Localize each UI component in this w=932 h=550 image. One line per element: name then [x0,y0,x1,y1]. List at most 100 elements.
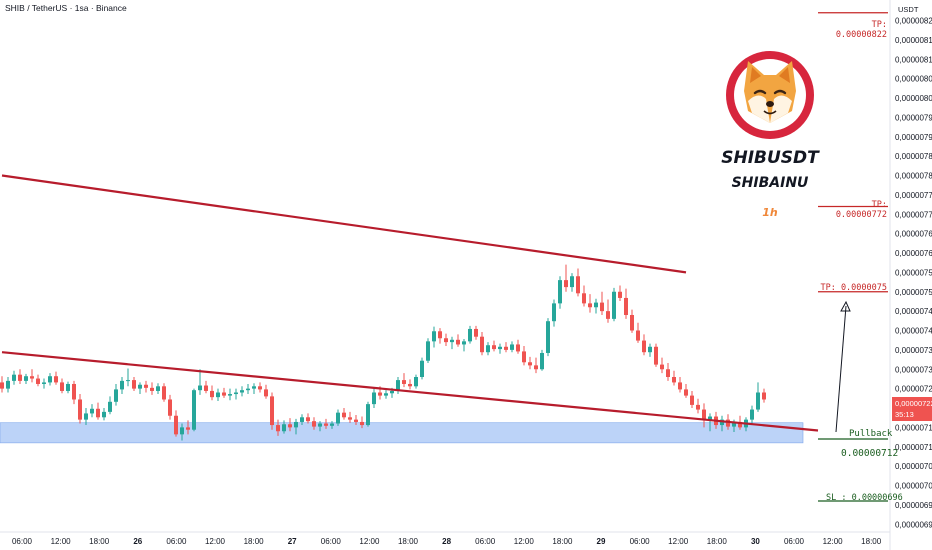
candle-up [330,423,334,426]
candle-up [84,413,88,420]
price-tick-label: 0,00000715 [895,423,932,432]
candle-up [468,328,472,342]
candle-down [630,315,634,331]
price-tick-label: 0,00000815 [895,36,932,45]
demand-zone [0,422,804,444]
candle-down [738,421,742,428]
time-tick-label: 12:00 [823,537,844,546]
candle-down [204,385,208,391]
candle-down [726,419,730,427]
demand-zone-layer [0,422,804,444]
candle-up [732,421,736,427]
candle-up [420,360,424,377]
candle-up [540,352,544,370]
price-tick-label: 0,00000735 [895,346,932,355]
candle-down [186,427,190,430]
candle-down [600,302,604,312]
candle-down [342,412,346,418]
candle-down [534,365,538,370]
candle-down [36,378,40,384]
time-tick-label: 18:00 [552,537,573,546]
pullback-label: Pullback [849,429,893,439]
candle-down [78,399,82,420]
projection-arrow [835,300,851,433]
trendlines-layer [1,174,819,432]
tp2-label: TP: 0.00000772 [835,200,887,220]
candle-down [582,293,586,304]
candle-down [168,399,172,416]
time-tick-label: 06:00 [166,537,187,546]
price-tick-label: 0,00000745 [895,307,932,316]
candle-up [594,302,598,308]
pullback-price-label: 0.00000712 [841,448,899,459]
candle-up [756,392,760,410]
time-tick-label: 12:00 [668,537,689,546]
time-tick-label: 12:00 [359,537,380,546]
candle-up [390,390,394,394]
price-tick-label: 0,00000705 [895,462,932,471]
candle-up [462,341,466,345]
candle-down [588,303,592,308]
candle-down [132,380,136,389]
candle-up [102,411,106,418]
candle-down [576,276,580,294]
candle-up [510,344,514,350]
candle-down [402,380,406,384]
current-price-badge: 0,00000722 35:13 [892,397,932,421]
candle-down [624,297,628,315]
candle-down [438,331,442,339]
candle-down [690,395,694,405]
timeframe-label: 1h [762,206,778,219]
candle-up [558,280,562,304]
candle-down [324,423,328,426]
candle-up [90,408,94,414]
candle-down [678,382,682,390]
time-tick-label: 06:00 [784,537,805,546]
candle-up [708,416,712,421]
tp1-label: TP: 0.0000075 [820,283,887,293]
time-tick-label: 12:00 [51,537,72,546]
candle-up [126,380,130,382]
candle-down [0,382,4,389]
candle-up [336,412,340,424]
candle-up [246,388,250,391]
candle-down [474,328,478,337]
candle-up [570,276,574,288]
candle-up [300,417,304,422]
candle-up [552,303,556,322]
candle-up [486,345,490,353]
candle-up [372,392,376,405]
lower-support-trendline [1,351,819,432]
price-tick-label: 0,00000755 [895,268,932,277]
pair-title: SHIBUSDT [721,148,819,168]
target-levels-layer [818,12,888,502]
price-tick-label: 0,00000805 [895,75,932,84]
time-tick-label: 06:00 [12,537,33,546]
candle-down [564,280,568,288]
shiba-inu-logo-icon [726,51,814,139]
time-tick-label: 28 [442,537,451,546]
upper-resistance-trendline [1,174,687,274]
candle-countdown: 35:13 [895,410,914,419]
candle-down [174,415,178,435]
price-tick-label: 0,00000765 [895,230,932,239]
candle-up [612,291,616,319]
time-axis[interactable]: 06:00 12:00 18:00 26 06:00 12:00 18:00 27 06:00 1… [12,537,882,546]
candle-down [654,346,658,365]
time-tick-label: 18:00 [707,537,728,546]
candle-down [222,392,226,396]
candle-down [210,390,214,398]
candle-up [498,346,502,350]
candle-down [54,376,58,383]
candle-down [660,364,664,370]
candle-up [114,389,118,402]
candle-down [270,396,274,426]
